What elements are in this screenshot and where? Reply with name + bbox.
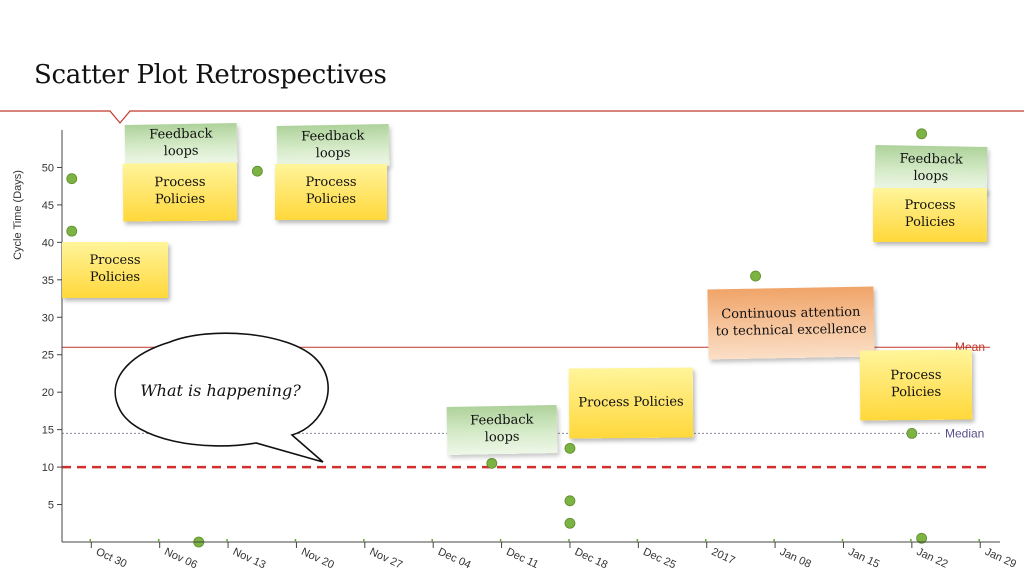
x-tick-label: Oct 30 [94,546,128,571]
sticky-note-continuous-attention: Continuous attention to technical excell… [707,286,875,360]
x-tick-label: Jan 22 [915,546,950,571]
sticky-note-feedback-loops: Feedback loops [446,405,558,455]
data-point [66,225,78,237]
sticky-note-process-policies: Process Policies [62,242,168,298]
data-point [486,457,498,469]
x-tick-label: Dec 04 [436,546,473,572]
y-tick-label: 50 [42,162,54,174]
sticky-note-process-policies: Process Policies [122,162,238,222]
data-point [564,442,576,454]
sticky-note-feedback-loops: Feedback loops [874,145,988,193]
median-line-label: Median [945,426,984,440]
data-point [251,165,263,177]
x-tick-label: Jan 08 [778,546,813,571]
sticky-note-feedback-loops: Feedback loops [276,124,390,168]
sticky-note-process-policies: Process Policies [568,367,694,439]
y-tick-label: 45 [42,200,54,212]
y-axis-label: Cycle Time (Days) [12,170,24,260]
sticky-note-process-policies: Process Policies [275,164,387,220]
sticky-note-process-policies: Process Policies [859,349,973,421]
x-tick-label: Jan 29 [983,546,1018,571]
slide-title: Scatter Plot Retrospectives [34,60,387,90]
data-point [750,270,761,282]
y-tick-label: 35 [42,275,54,287]
x-tick-label: Dec 18 [573,546,610,572]
x-tick-label: Jan 15 [846,546,881,571]
y-tick-label: 40 [42,237,54,249]
y-tick-label: 30 [42,312,54,324]
x-tick-label: 2017 [709,546,736,567]
speech-bubble [114,332,329,463]
title-divider [0,110,1024,124]
data-point [906,427,918,439]
y-tick-label: 10 [42,462,54,474]
x-tick-label: Nov 20 [299,546,336,572]
sticky-note-process-policies: Process Policies [873,188,987,242]
y-tick-label: 25 [42,350,54,362]
y-tick-label: 5 [48,500,54,512]
sticky-note-feedback-loops: Feedback loops [124,123,238,165]
data-point [564,495,576,507]
x-tick-label: Nov 13 [231,546,268,572]
data-point [916,128,928,140]
x-tick-label: Nov 27 [368,546,405,572]
data-point [564,517,576,529]
x-tick-label: Dec 25 [641,546,678,572]
x-tick-label: Dec 11 [504,546,540,571]
data-point [66,173,78,185]
y-tick-label: 15 [42,425,54,437]
y-tick-label: 20 [42,387,54,399]
x-tick-label: Nov 06 [162,546,199,572]
speech-bubble-text: What is happening? [140,381,301,400]
data-point [916,532,928,544]
